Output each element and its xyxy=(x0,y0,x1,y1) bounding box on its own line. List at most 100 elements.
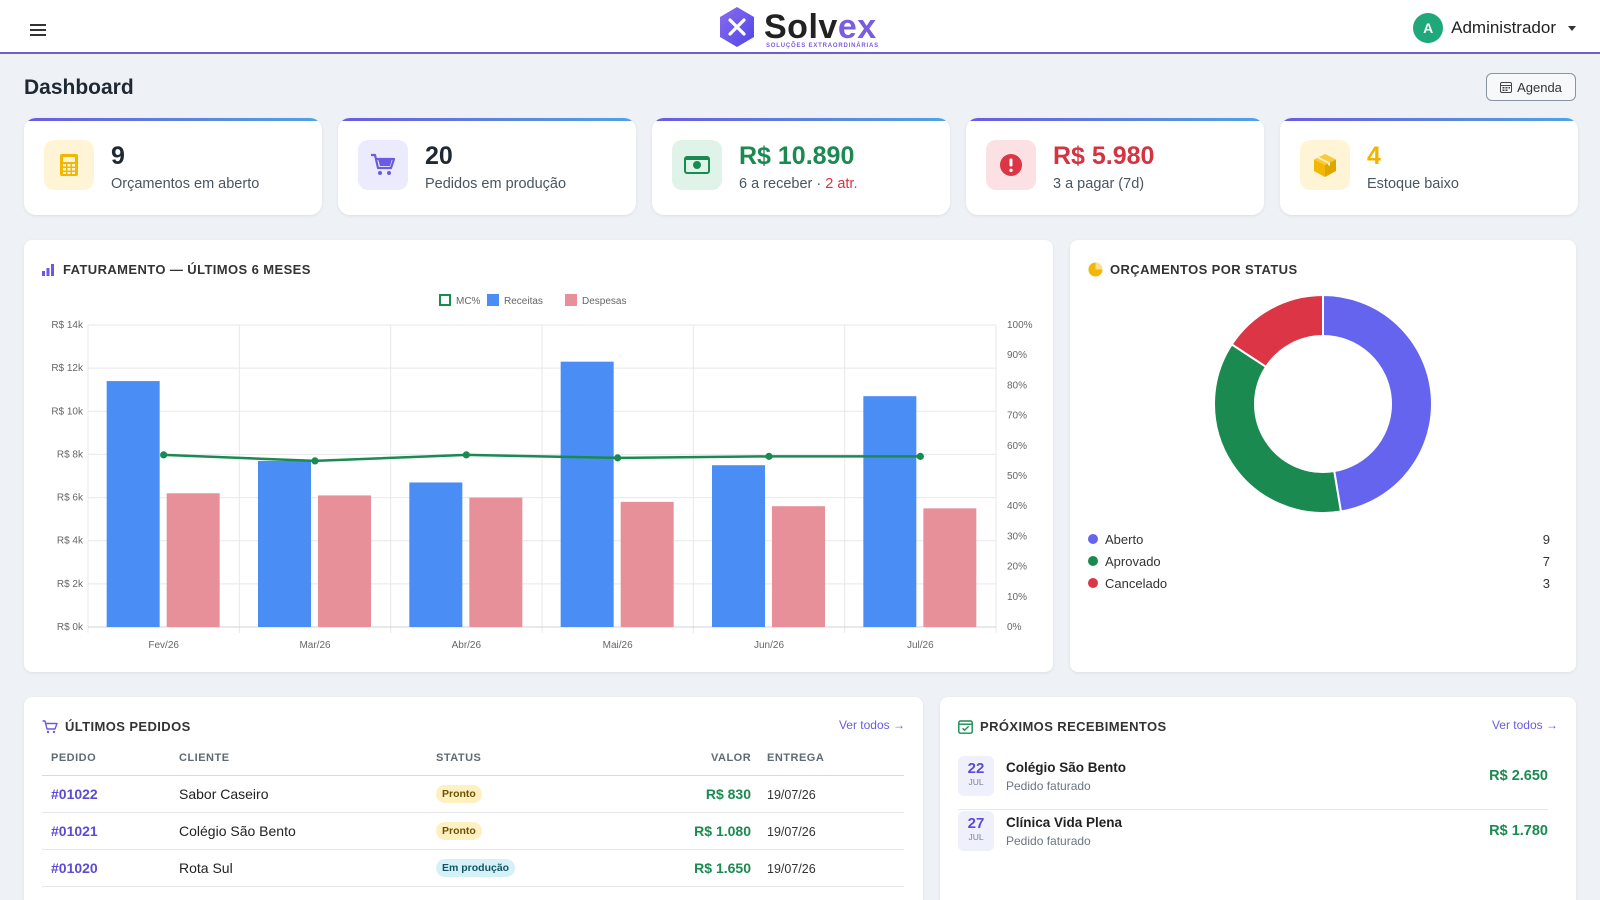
kpi-card-open-quotes[interactable]: 9 Orçamentos em aberto xyxy=(24,118,322,215)
order-id[interactable]: #01021 xyxy=(51,823,98,839)
y-right-tick-label: 50% xyxy=(1007,471,1027,482)
orders-see-all-link[interactable]: Ver todos → xyxy=(838,718,905,732)
x-tick-label: Jun/26 xyxy=(754,640,784,651)
revenue-chart: R$ 0k R$ 2k R$ 4k R$ 6k R$ 8k R$ 10k R$ 12k R$ … xyxy=(51,294,1033,651)
order-id[interactable]: #01022 xyxy=(51,786,98,802)
agenda-button[interactable]: Agenda xyxy=(1486,73,1576,101)
legend-label: Despesas xyxy=(582,296,626,307)
avatar: A xyxy=(1413,13,1444,43)
cart-icon xyxy=(42,719,58,733)
status-donut-chart xyxy=(1213,293,1433,514)
y-tick-label: R$ 4k xyxy=(57,536,84,547)
logo-hexagon-icon xyxy=(720,7,754,47)
y-right-tick-label: 90% xyxy=(1007,350,1027,361)
legend-value: 9 xyxy=(1542,531,1550,547)
order-id[interactable]: #01020 xyxy=(51,860,98,876)
legend-label: Aprovado xyxy=(1105,553,1161,569)
kpi-label: Estoque baixo xyxy=(1367,176,1459,192)
point-mc xyxy=(614,454,622,462)
y-tick-label: R$ 14k xyxy=(51,320,84,331)
kpi-card-orders-in-production[interactable]: 20 Pedidos em produção xyxy=(338,118,636,215)
revenue-chart-panel: Faturamento — últimos 6 meses R$ 0k R$ 2k… xyxy=(24,240,1053,672)
top-bar: Solvex SOLUÇÕES EXTRAORDINÁRIAS A Admini… xyxy=(0,0,1600,54)
table-row[interactable]: #01022 Sabor Caseiro Pronto R$ 830 19/07… xyxy=(42,776,904,813)
date-chip: 22 JUL xyxy=(958,756,994,796)
column-header[interactable]: ENTREGA xyxy=(767,752,825,764)
receivables-panel: Próximos recebimentos Ver todos → 22 JUL… xyxy=(940,697,1576,900)
bar-despesas xyxy=(923,508,977,627)
bar-receitas xyxy=(712,465,765,627)
legend-item[interactable]: Aprovado 7 xyxy=(1088,551,1550,571)
bar-receitas xyxy=(258,460,311,627)
panel-title: Últimos pedidos xyxy=(42,719,191,734)
y-right-tick-label: 40% xyxy=(1007,501,1027,512)
pie-chart-icon xyxy=(1088,262,1103,277)
legend-item[interactable]: Cancelado 3 xyxy=(1088,573,1550,593)
kpi-value: 20 xyxy=(425,142,453,170)
bar-receitas xyxy=(560,361,614,627)
y-right-tick-label: 30% xyxy=(1007,531,1027,542)
alert-icon xyxy=(986,140,1036,190)
receivable-value: R$ 1.780 xyxy=(1489,823,1548,839)
y-tick-label: R$ 8k xyxy=(57,449,84,460)
kpi-label: 6 a receber · 2 atr. xyxy=(739,176,858,192)
money-icon xyxy=(672,140,722,190)
legend-dot xyxy=(1088,556,1098,566)
bar-despesas xyxy=(772,506,825,627)
calendar-icon xyxy=(1500,82,1513,93)
column-header[interactable]: STATUS xyxy=(436,752,482,764)
receivable-client: Colégio São Bento xyxy=(1006,760,1127,775)
menu-icon[interactable] xyxy=(30,24,46,36)
y-right-tick-label: 70% xyxy=(1007,411,1027,422)
order-value: R$ 830 xyxy=(705,786,751,802)
point-mc xyxy=(311,457,319,465)
column-header[interactable]: CLIENTE xyxy=(179,752,230,764)
receivable-item[interactable]: 22 JUL Colégio São Bento Pedido faturado… xyxy=(958,756,1548,810)
table-row[interactable]: #01021 Colégio São Bento Pronto R$ 1.080… xyxy=(42,813,904,850)
bar-despesas xyxy=(469,497,523,627)
agenda-label: Agenda xyxy=(1517,79,1562,95)
panel-title: Faturamento — últimos 6 meses xyxy=(42,262,311,277)
legend-value: 3 xyxy=(1542,575,1550,591)
receivable-item[interactable]: 27 JUL Clínica Vida Plena Pedido faturad… xyxy=(958,811,1548,865)
legend-label: Cancelado xyxy=(1105,575,1168,591)
legend-label: Receitas xyxy=(504,296,543,307)
y-tick-label: R$ 2k xyxy=(57,579,84,590)
legend-swatch xyxy=(565,294,577,306)
order-client: Colégio São Bento xyxy=(179,823,296,839)
point-mc xyxy=(462,451,470,459)
kpi-card-receivables[interactable]: R$ 10.890 6 a receber · 2 atr. xyxy=(652,118,950,215)
receivables-see-all-link[interactable]: Ver todos → xyxy=(1491,718,1558,732)
legend-item[interactable]: Aberto 9 xyxy=(1088,529,1550,549)
column-header[interactable]: VALOR xyxy=(711,752,752,764)
panel-title: Orçamentos por status xyxy=(1088,262,1298,277)
x-tick-label: Abr/26 xyxy=(452,640,482,651)
user-menu[interactable]: A Administrador xyxy=(1413,13,1576,43)
donut-slice-aberto xyxy=(1322,293,1433,513)
column-header[interactable]: PEDIDO xyxy=(51,752,97,764)
line-mc xyxy=(163,453,921,463)
donut-slice-cancelado xyxy=(1230,293,1324,369)
order-client: Rota Sul xyxy=(179,860,233,876)
date-chip: 27 JUL xyxy=(958,811,994,851)
point-mc xyxy=(160,451,168,459)
legend-dot xyxy=(1088,534,1098,544)
x-tick-label: Jul/26 xyxy=(907,640,934,651)
legend-label: MC% xyxy=(456,296,481,307)
legend-swatch xyxy=(439,294,451,306)
panel-title: Próximos recebimentos xyxy=(958,719,1167,734)
bar-chart-icon xyxy=(42,263,54,276)
kpi-card-payables[interactable]: R$ 5.980 3 a pagar (7d) xyxy=(966,118,1264,215)
kpi-value: R$ 10.890 xyxy=(739,142,855,170)
brand-logo[interactable]: Solvex SOLUÇÕES EXTRAORDINÁRIAS xyxy=(718,5,878,49)
y-tick-label: R$ 0k xyxy=(57,622,84,633)
table-row[interactable]: #01020 Rota Sul Em produção R$ 1.650 19/… xyxy=(42,850,904,887)
y-right-tick-label: 100% xyxy=(1007,320,1033,331)
y-right-tick-label: 0% xyxy=(1007,622,1022,633)
x-tick-label: Mai/26 xyxy=(603,640,633,651)
kpi-card-low-stock[interactable]: 4 Estoque baixo xyxy=(1280,118,1578,215)
receivable-client: Clínica Vida Plena xyxy=(1006,815,1123,830)
bar-receitas xyxy=(409,482,463,627)
calendar-check-icon xyxy=(958,720,973,734)
table-header-divider xyxy=(42,775,904,776)
